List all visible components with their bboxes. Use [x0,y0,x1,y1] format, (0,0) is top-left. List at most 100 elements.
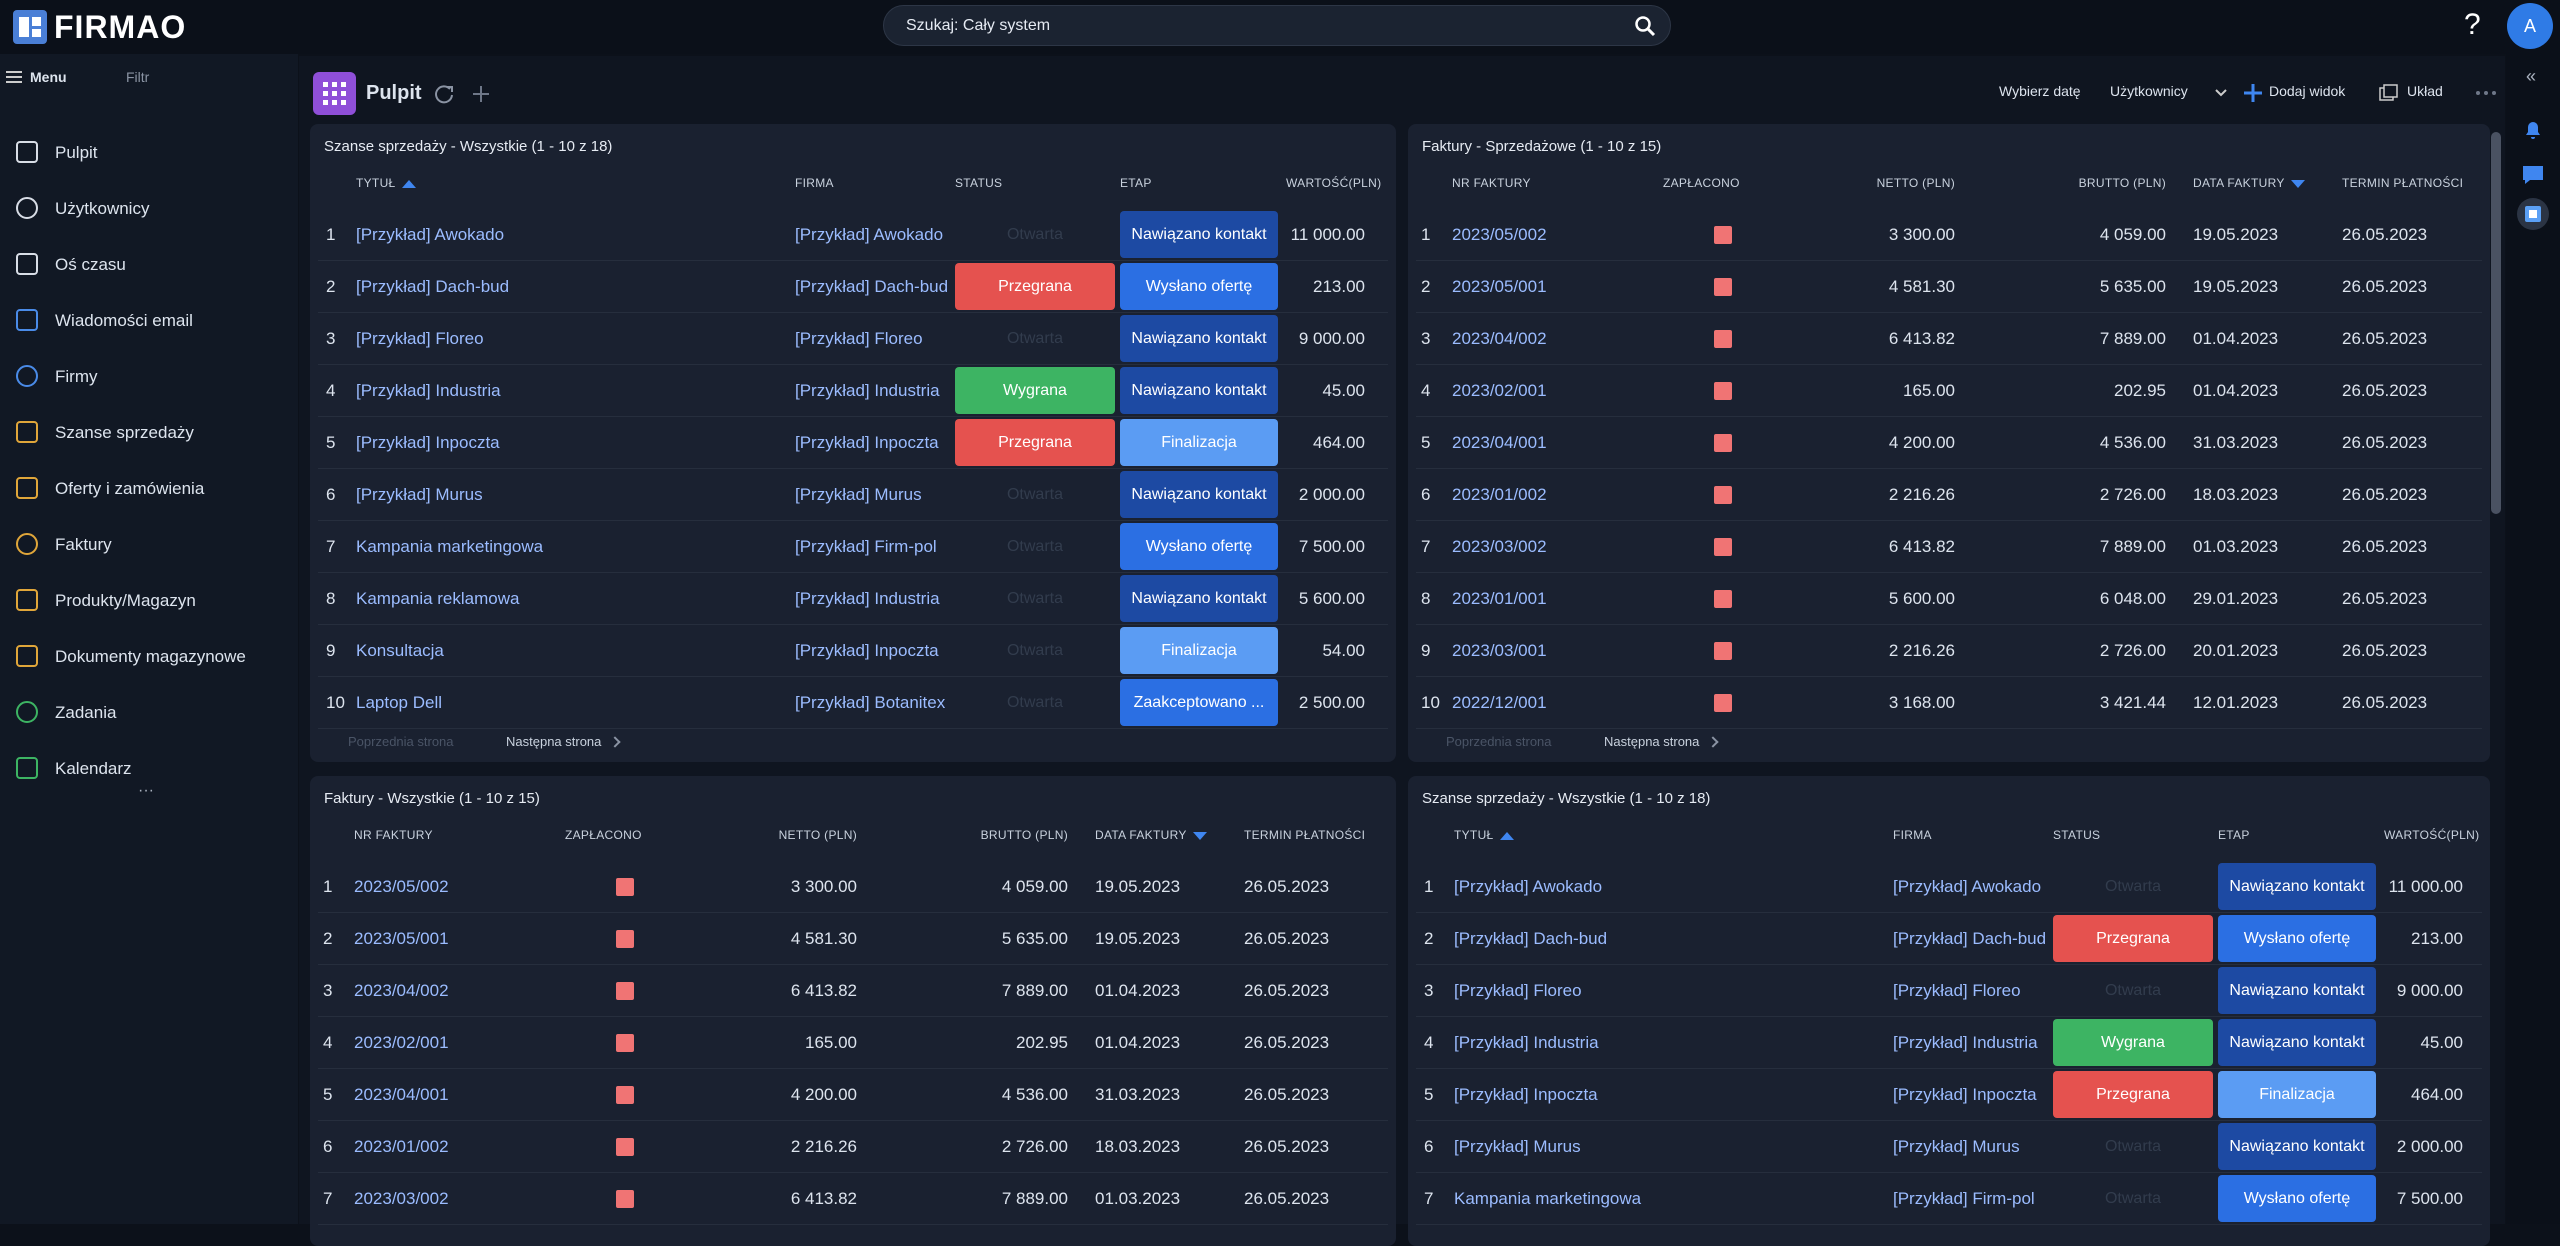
cell[interactable]: 2023/05/002 [354,877,449,896]
column-header[interactable]: WARTOŚĆ(PLN) [2384,828,2480,842]
cell[interactable]: [Przykład] Murus [1454,1137,1581,1156]
layout-menu[interactable]: Układ [2407,83,2443,99]
column-header[interactable]: DATA FAKTURY [2193,176,2305,190]
cell[interactable]: [Przykład] Industria [795,589,940,608]
cell[interactable]: [Przykład] Inpoczta [1454,1085,1598,1104]
nav-label[interactable]: Oś czasu [55,255,126,274]
cell[interactable]: [Przykład] Dach-bud [1454,929,1608,948]
cell[interactable]: [Przykład] Floreo [1893,981,2021,1000]
cell[interactable]: [Przykład] Awokado [1454,877,1603,896]
cell[interactable]: [Przykład] Inpoczta [356,433,500,452]
cell[interactable]: [Przykład] Inpoczta [795,641,939,660]
nav-item[interactable]: Pulpit [0,129,298,177]
nav-item[interactable]: Oferty i zamówienia [0,465,298,513]
nav-label[interactable]: Szanse sprzedaży [55,423,194,442]
logo[interactable]: FIRMAO [54,9,187,45]
column-header[interactable]: STATUS [2053,828,2101,842]
cell[interactable]: 2023/04/002 [354,981,449,1000]
layout-icon[interactable] [2379,84,2399,102]
users-filter[interactable]: Użytkownicy [2110,83,2188,99]
next-page[interactable]: Następna strona [506,734,622,749]
column-header[interactable]: TYTUŁ [1454,828,1514,842]
help[interactable]: ? [2464,8,2481,41]
cell[interactable]: 2023/03/002 [354,1189,449,1208]
cell[interactable]: Kampania reklamowa [356,589,520,608]
cell[interactable]: [Przykład] Dach-bud [1893,929,2047,948]
nav-item[interactable]: Dokumenty magazynowe [0,633,298,681]
collapse-button[interactable]: « [2526,66,2537,86]
nav-item[interactable]: Kalendarz [0,745,298,793]
cell[interactable]: [Przykład] Industria [795,381,940,400]
column-header[interactable]: TERMIN PŁATNOŚCI [2342,176,2464,190]
cell[interactable]: 2023/04/002 [1452,329,1547,348]
cell[interactable]: 2023/01/002 [1452,485,1547,504]
next-arrow[interactable] [1707,736,1720,748]
cell[interactable]: [Przykład] Murus [1893,1137,2020,1156]
column-header[interactable]: ETAP [2218,828,2250,842]
cell[interactable]: [Przykład] Industria [1893,1033,2038,1052]
cell[interactable]: [Przykład] Botanitex [795,693,946,712]
cell[interactable]: Kampania marketingowa [1454,1189,1642,1208]
cell[interactable]: [Przykład] Floreo [356,329,484,348]
avatar[interactable]: A [2507,3,2553,49]
column-header[interactable]: NETTO (PLN) [778,828,857,842]
add-tab-icon[interactable] [471,84,491,104]
nav-item[interactable]: Szanse sprzedaży [0,409,298,457]
column-header[interactable]: FIRMA [795,176,834,190]
nav-item[interactable]: Oś czasu [0,241,298,289]
date-picker[interactable]: Wybierz datę [1999,83,2081,99]
cell[interactable]: 2023/01/001 [1452,589,1547,608]
nav-label[interactable]: Kalendarz [55,759,132,778]
column-header[interactable]: BRUTTO (PLN) [2078,176,2166,190]
cell[interactable]: [Przykład] Firm-pol [795,537,937,556]
nav-label[interactable]: Użytkownicy [55,199,150,218]
cell[interactable]: 2022/12/001 [1452,693,1547,712]
nav-label[interactable]: Faktury [55,535,112,554]
scrollbar[interactable] [2491,132,2501,514]
nav-label[interactable]: Pulpit [55,143,98,162]
cell[interactable]: 2023/01/002 [354,1137,449,1156]
cell[interactable]: [Przykład] Murus [795,485,922,504]
cell[interactable]: [Przykład] Murus [356,485,483,504]
nav-label[interactable]: Dokumenty magazynowe [55,647,246,666]
nav-item[interactable]: Użytkownicy [0,185,298,233]
more-icon[interactable] [2475,90,2497,96]
column-header[interactable]: NR FAKTURY [354,828,433,842]
cell[interactable]: [Przykład] Dach-bud [795,277,949,296]
refresh-icon[interactable] [433,83,455,105]
column-header[interactable]: NR FAKTURY [1452,176,1531,190]
nav-item[interactable]: Firmy [0,353,298,401]
search-icon[interactable] [1634,15,1656,37]
nav-label[interactable]: Produkty/Magazyn [55,591,196,610]
next-arrow[interactable] [609,736,622,748]
menu-tab[interactable]: Menu [30,69,67,85]
add-view-icon[interactable] [2242,82,2264,104]
cell[interactable]: [Przykład] Dach-bud [356,277,510,296]
add-view[interactable]: Dodaj widok [2269,83,2346,99]
cell[interactable]: Kampania marketingowa [356,537,544,556]
next-page[interactable]: Następna strona [1604,734,1720,749]
sort-arrow[interactable] [1192,831,1207,840]
cell[interactable]: 2023/02/001 [1452,381,1547,400]
cell[interactable]: 2023/04/001 [1452,433,1547,452]
cell[interactable]: 2023/02/001 [354,1033,449,1052]
cell[interactable]: [Przykład] Inpoczta [795,433,939,452]
column-header[interactable]: NETTO (PLN) [1876,176,1955,190]
column-header[interactable]: TERMIN PŁATNOŚCI [1244,828,1366,842]
search-box[interactable]: Szukaj: Cały system [883,5,1671,46]
sort-arrow[interactable] [401,179,416,188]
cell[interactable]: [Przykład] Industria [356,381,501,400]
column-header[interactable]: TYTUŁ [356,176,416,190]
cell[interactable]: Laptop Dell [356,693,443,712]
filter-tab[interactable]: Filtr [126,69,150,85]
nav-item[interactable]: Produkty/Magazyn [0,577,298,625]
cell[interactable]: 2023/03/001 [1452,641,1547,660]
prev-page[interactable]: Poprzednia strona [348,734,454,749]
cell[interactable]: [Przykład] Awokado [795,225,944,244]
column-header[interactable]: WARTOŚĆ(PLN) [1286,176,1382,190]
nav-label[interactable]: Oferty i zamówienia [55,479,205,498]
nav-label[interactable]: Zadania [55,703,117,722]
nav-item[interactable]: Faktury [0,521,298,569]
cell[interactable]: 2023/05/001 [1452,277,1547,296]
column-header[interactable]: FIRMA [1893,828,1932,842]
